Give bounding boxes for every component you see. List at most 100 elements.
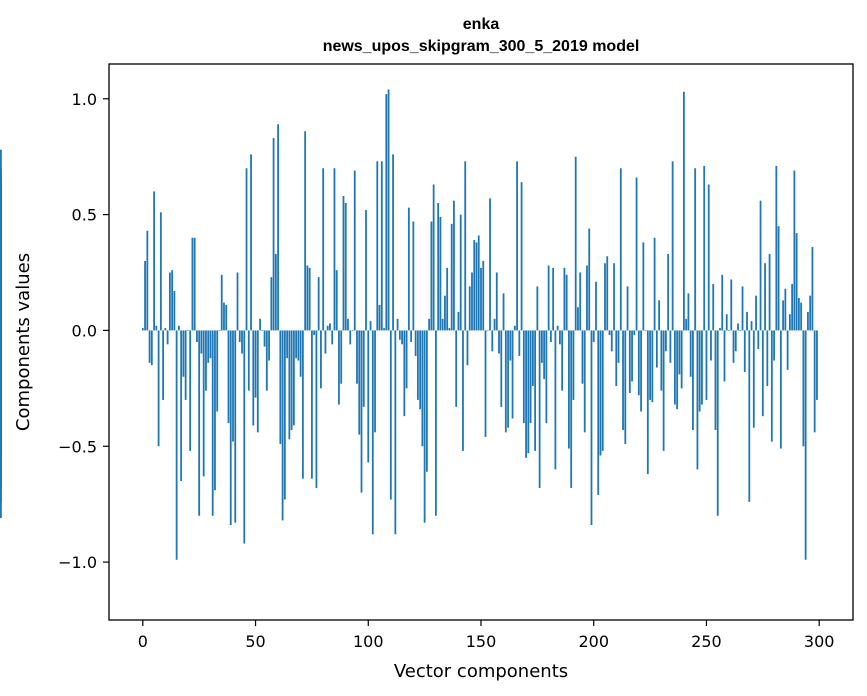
bar [412,221,415,331]
bar [768,253,771,331]
bar [568,330,570,449]
bar [797,297,800,331]
bar [416,330,419,400]
bar [164,328,167,331]
bar [619,168,622,331]
x-axis-label: Vector components [394,661,568,682]
bar [464,161,467,331]
bar [673,330,676,405]
bar [468,286,471,331]
bar [171,270,174,331]
y-tick-label: 0.0 [72,321,97,340]
bar [432,184,435,331]
bar [592,330,595,342]
bar [640,330,642,412]
bar [766,330,769,387]
bar [633,330,636,336]
bar [462,330,464,451]
bar [746,311,748,331]
bar [775,165,778,331]
bar [444,295,446,331]
x-tick-label: 0 [138,632,148,651]
bar [649,330,651,400]
bar [259,318,261,331]
bar [369,321,372,331]
bar [739,330,742,332]
bar [295,330,298,359]
y-tick-label: 0.5 [72,206,97,225]
bar [385,94,388,331]
bar [367,330,370,463]
bar [813,330,816,433]
bar [531,330,534,387]
bar [719,328,721,331]
bar [626,286,629,331]
bar [344,203,347,331]
bar [527,330,530,454]
bar [549,330,552,342]
bar [597,330,600,495]
bar [622,330,624,431]
bar [660,330,663,391]
bars [0,89,818,560]
bar [689,330,692,377]
plot-frame [108,63,854,621]
bar [466,330,469,366]
bar [624,330,627,444]
bar [184,330,187,400]
bar [446,267,449,331]
bar [793,170,796,331]
bar [410,330,413,342]
bar [658,300,661,331]
bar [286,330,289,359]
bar [261,330,264,332]
bar [547,265,550,331]
bar [683,91,685,331]
bar [635,177,638,331]
bar [786,330,789,370]
bar [322,168,325,331]
bar [669,330,672,363]
bar [678,330,681,375]
bar [241,330,243,354]
bar [225,304,228,331]
bar [804,330,807,560]
bar [651,330,654,403]
bar [728,330,730,332]
x-tick-label: 200 [578,632,609,651]
bar [150,330,153,366]
bar [173,291,176,331]
bar [326,325,329,331]
x-tick-label: 300 [804,632,835,651]
bar [200,330,203,354]
bar [653,237,656,331]
bar [559,330,561,345]
bar [475,242,478,331]
x-tick-label: 150 [466,632,497,651]
bar [270,277,273,331]
bar [320,330,322,389]
bar [378,304,381,331]
bar [236,272,239,331]
bar [437,203,440,331]
bar [403,330,406,417]
bar [500,330,503,407]
bar [351,330,354,332]
bar [333,168,336,331]
bar [218,330,221,332]
bar [816,330,818,400]
bar [604,263,606,331]
bar [502,293,505,331]
bar [180,330,183,481]
y-axis-label: Components values [13,253,34,431]
bar [148,330,151,363]
bar [536,286,539,331]
bar [504,330,507,433]
bar [387,89,390,331]
bar [477,235,480,331]
bar [730,279,733,331]
bar [710,330,712,361]
bar [252,330,255,426]
x-tick-label: 50 [245,632,265,651]
